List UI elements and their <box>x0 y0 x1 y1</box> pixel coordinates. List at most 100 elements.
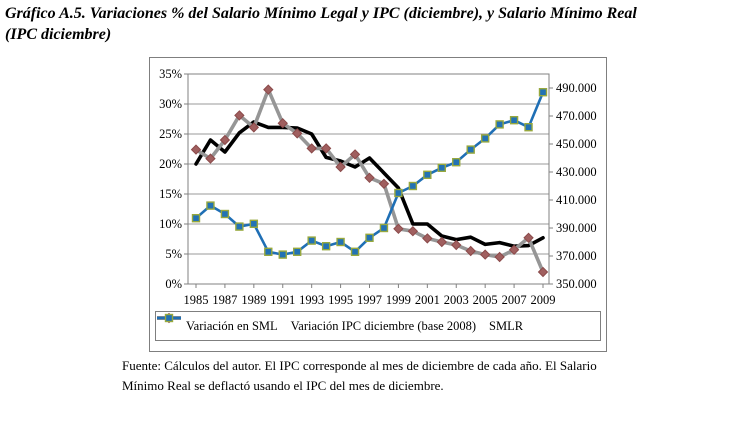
series-sml <box>194 120 545 248</box>
diamond-marker-icon <box>494 251 505 263</box>
square-marker-icon <box>408 181 418 191</box>
chart-frame: 0% 5% 10% 15% 20% 25% 30% 35% 350.000 370.000 390.… <box>149 57 607 352</box>
figure-title-line1: Gráfico A.5. Variaciones % del Salario M… <box>5 5 637 22</box>
diamond-marker-icon <box>248 122 260 133</box>
diamond-marker-icon <box>190 144 202 155</box>
square-marker-icon <box>336 237 345 247</box>
diamond-marker-icon <box>378 178 390 190</box>
square-marker-icon <box>466 145 475 154</box>
square-marker-icon <box>278 250 287 259</box>
diamond-marker-icon <box>364 172 375 184</box>
legend-label: SMLR <box>489 318 524 333</box>
square-marker-icon <box>365 233 374 243</box>
left-axis-tick-label: 5% <box>165 247 182 261</box>
diamond-marker-icon <box>508 244 520 256</box>
x-axis-tick-label: 2007 <box>502 293 527 307</box>
diamond-marker-icon <box>393 223 404 235</box>
square-marker-icon <box>191 213 201 223</box>
square-marker-icon <box>206 201 215 210</box>
x-axis-tick-label: 2001 <box>415 293 440 307</box>
square-marker-icon <box>509 116 519 125</box>
square-marker-icon <box>249 219 259 229</box>
square-marker-icon <box>220 209 230 219</box>
left-axis-tick-label: 20% <box>159 157 182 171</box>
series-line <box>194 120 545 248</box>
plot-border <box>187 73 550 285</box>
series-ipc <box>190 84 549 278</box>
series-smlr <box>191 88 548 259</box>
left-axis-tick-label: 10% <box>159 217 182 231</box>
square-marker-icon <box>164 313 174 323</box>
square-marker-icon <box>379 223 389 233</box>
square-marker-icon <box>394 188 403 198</box>
square-marker-icon <box>423 170 432 180</box>
legend-label: Variación IPC diciembre (base 2008) <box>290 318 477 333</box>
diamond-marker-icon <box>263 84 274 95</box>
diamond-marker-icon <box>277 117 288 129</box>
square-marker-icon <box>524 122 533 132</box>
diamond-marker-icon <box>436 236 447 248</box>
right-axis-tick-label: 450.000 <box>556 137 597 151</box>
diamond-marker-icon <box>205 153 216 164</box>
diamond-marker-icon <box>451 239 462 251</box>
square-marker-icon <box>538 88 548 97</box>
chart-legend: Variación en SML Variación IPC diciembre … <box>155 311 601 341</box>
square-marker-icon <box>235 222 244 231</box>
left-axis-tick-label: 0% <box>165 277 182 291</box>
diamond-marker-icon <box>479 249 491 260</box>
legend-item-smlr: SMLR <box>157 313 524 334</box>
diamond-marker-icon <box>349 149 361 160</box>
x-axis-tick-label: 1989 <box>241 293 266 307</box>
square-marker-icon <box>437 163 446 173</box>
left-axis-tick-label: 15% <box>159 187 182 201</box>
left-axis-tick-label: 35% <box>159 67 182 81</box>
square-marker-icon <box>480 134 490 143</box>
x-axis-tick-label: 1995 <box>328 293 353 307</box>
square-marker-icon <box>307 236 316 245</box>
square-marker-icon <box>293 247 302 257</box>
square-marker-icon <box>452 157 461 167</box>
x-axis-tick-label: 1987 <box>212 293 237 307</box>
left-axis-tick-label: 30% <box>159 97 182 111</box>
diamond-marker-icon <box>306 143 317 154</box>
x-axis-tick-label: 2003 <box>444 293 469 307</box>
left-axis-tick-label: 25% <box>159 127 182 141</box>
diamond-marker-icon <box>320 143 332 154</box>
x-axis-tick-label: 1985 <box>184 293 209 307</box>
x-axis-tick-label: 1997 <box>357 293 382 307</box>
diamond-marker-icon <box>523 232 534 244</box>
right-axis-tick-label: 370.000 <box>556 249 597 263</box>
right-axis-tick-label: 430.000 <box>556 165 597 179</box>
diamond-marker-icon <box>335 161 346 173</box>
diamond-marker-icon <box>465 245 476 257</box>
legend-label: Variación en SML <box>186 318 278 333</box>
diamond-marker-icon <box>292 128 303 139</box>
x-axis-tick-label: 2009 <box>531 293 556 307</box>
x-axis-tick-label: 1993 <box>299 293 324 307</box>
legend-swatch-icon <box>157 313 181 323</box>
source-note-line2: Mínimo Real se deflactó usando el IPC de… <box>122 378 444 393</box>
source-note: Fuente: Cálculos del autor. El IPC corre… <box>122 356 682 396</box>
square-marker-icon <box>264 247 273 257</box>
square-marker-icon <box>350 247 360 257</box>
chart-canvas: 0% 5% 10% 15% 20% 25% 30% 35% 350.000 370.000 390.… <box>159 67 597 307</box>
legend-item-sml: Variación en SML <box>157 316 278 334</box>
diamond-marker-icon <box>422 233 433 244</box>
x-axis-tick-label: 2005 <box>473 293 498 307</box>
square-marker-icon <box>321 241 331 251</box>
right-axis-tick-label: 470.000 <box>556 109 597 123</box>
diamond-marker-icon <box>219 134 231 146</box>
figure-title-line2: (IPC diciembre) <box>5 26 112 43</box>
x-axis-tick-label: 1999 <box>386 293 411 307</box>
diamond-marker-icon <box>234 110 245 121</box>
right-axis-tick-label: 350.000 <box>556 277 597 291</box>
right-axis-tick-label: 390.000 <box>556 221 597 235</box>
diamond-marker-icon <box>407 225 419 237</box>
source-note-line1: Fuente: Cálculos del autor. El IPC corre… <box>122 358 597 373</box>
diamond-marker-icon <box>537 266 549 278</box>
x-axis-tick-label: 1991 <box>270 293 295 307</box>
figure-title: Gráfico A.5. Variaciones % del Salario M… <box>5 3 745 45</box>
right-axis-tick-label: 490.000 <box>556 81 597 95</box>
legend-item-ipc: Variación IPC diciembre (base 2008) <box>157 312 477 334</box>
square-marker-icon <box>495 120 504 129</box>
